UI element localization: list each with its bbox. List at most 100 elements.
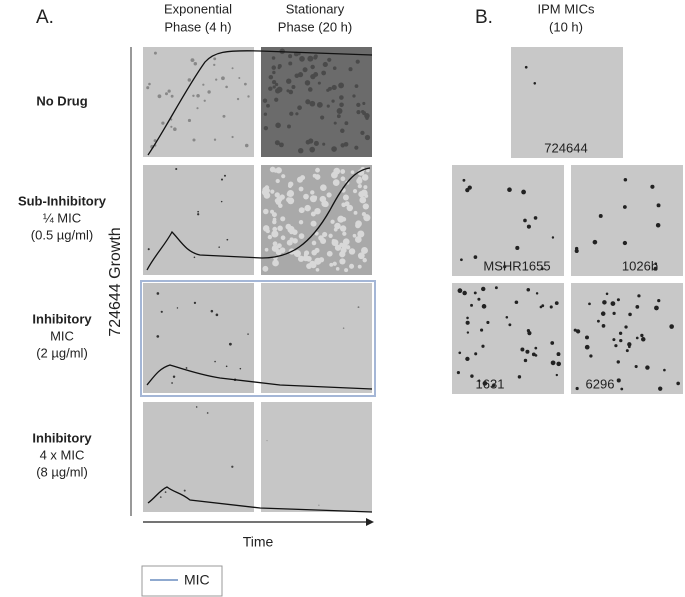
cell [596,319,600,323]
cell [288,181,294,187]
cell [480,328,484,332]
cell [342,194,349,201]
strain-label: MSHR1655 [483,258,550,273]
cell [238,76,241,79]
cell [534,354,538,357]
cell [508,323,512,327]
cell [556,352,561,357]
cell [187,118,192,123]
cell [272,241,278,246]
cell [533,216,538,220]
cell [273,168,278,173]
cell [311,240,317,246]
cell [338,82,344,89]
cell [628,312,632,317]
cell [356,177,363,185]
cell [314,231,319,236]
cell [359,196,367,204]
cell [288,54,293,59]
cell [226,238,229,241]
cell [214,360,216,363]
cell [305,99,311,105]
cell [244,82,247,86]
cell [197,213,200,216]
cell [271,244,279,252]
cell [352,233,357,238]
cell [575,329,581,334]
cell [654,262,658,266]
cell [222,114,226,118]
cell [601,324,606,328]
cell [332,179,340,186]
cell [192,94,195,98]
cell [196,107,199,110]
cell [363,214,371,222]
cell [669,324,674,329]
cell [274,97,279,102]
cell [318,504,320,506]
cell [313,140,319,146]
cell [467,185,472,190]
cell [294,73,300,79]
cell [276,243,282,249]
cell [304,250,310,256]
cell [193,62,198,66]
cell [466,316,469,320]
cell [175,167,178,171]
cell [274,192,280,198]
cell [263,192,271,199]
cell [478,379,481,383]
cell [361,246,368,254]
cell [627,342,632,347]
panel-title: (10 h) [549,19,583,34]
cell [263,112,268,116]
cell [556,361,562,367]
cell [366,168,370,173]
cell [336,114,341,119]
cell [170,94,174,98]
cell [360,130,365,135]
cell [491,383,496,388]
cell [482,381,488,386]
cell [203,99,206,102]
cell [584,344,590,350]
cell [223,174,226,177]
cell [262,98,268,103]
cell [352,94,356,98]
cell [641,337,646,342]
cell [526,224,531,229]
cell [619,338,623,343]
cell [653,266,658,271]
cell [614,344,618,348]
cell [302,67,308,73]
cell [481,344,485,348]
cell [318,257,325,263]
cell [635,305,640,309]
cell [340,143,345,148]
cell [535,292,539,295]
cell [266,103,270,108]
cell [624,325,628,329]
cell [274,82,279,87]
cell [334,222,341,230]
cell [346,204,354,212]
cell [304,204,311,212]
cell [348,67,353,72]
cell [228,342,232,346]
cell [160,310,163,313]
cell [270,209,275,214]
cell [272,85,276,89]
cell [287,197,295,205]
cell [341,202,346,208]
strain-label: 724644 [544,140,587,155]
cell [355,59,360,64]
column-header: Phase (20 h) [278,19,352,34]
growth-curve [147,486,373,513]
cell [309,146,316,153]
cell [316,101,323,108]
cell [236,97,240,101]
growth-curve [146,167,371,271]
cell [610,301,616,306]
cell [623,177,628,182]
micrograph [261,402,372,512]
